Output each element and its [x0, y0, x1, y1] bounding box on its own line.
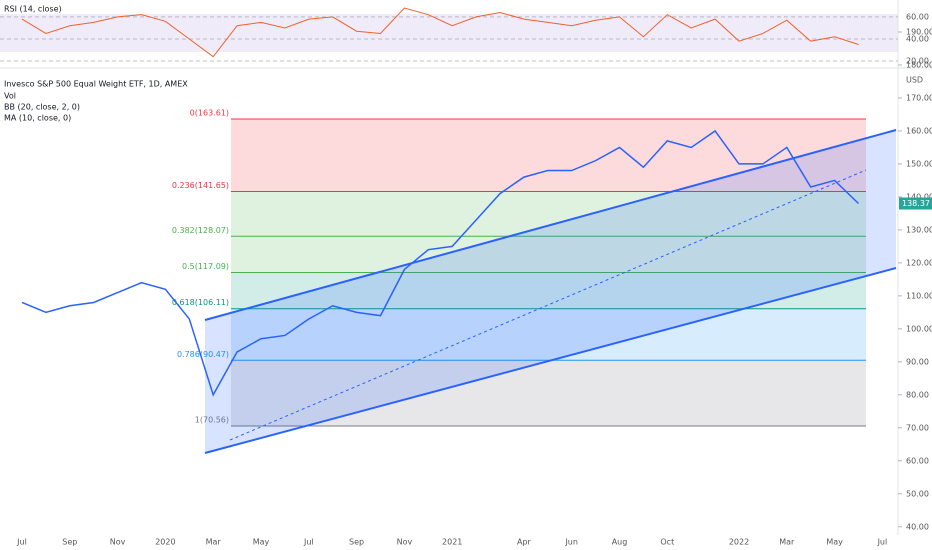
fib-label: 0.786(90.47) [177, 350, 229, 359]
channel-upper [204, 129, 897, 321]
x-tick-label: Aug [612, 538, 628, 547]
y-tick-label: 70.00 [906, 423, 929, 432]
rsi-tick-label: 20.00 [906, 57, 929, 66]
fib-label: 0.618(106.11) [172, 298, 229, 307]
x-tick-label: Mar [779, 538, 795, 547]
x-tick-label: Nov [110, 538, 126, 547]
x-tick-label: May [253, 538, 270, 547]
rsi-tick-label: 40.00 [906, 34, 929, 43]
fib-band [231, 236, 866, 273]
y-tick-label: 100.00 [906, 324, 932, 333]
y-tick-label: 140.00 [906, 192, 932, 201]
last-price-label: 138.37 [902, 199, 930, 208]
fib-band [231, 360, 866, 426]
fib-band [231, 272, 866, 309]
y-tick-label: 120.00 [906, 258, 932, 267]
price-line [21, 129, 860, 397]
fib-label: 0.236(141.65) [172, 181, 229, 190]
main-title: Invesco S&P 500 Equal Weight ETF, 1D, AM… [4, 80, 188, 89]
rsi-line [21, 7, 859, 58]
fib-label: 0.5(117.09) [182, 262, 229, 271]
x-tick-label: 2021 [442, 538, 462, 547]
channel-fill [205, 130, 896, 453]
fib-band [231, 119, 866, 192]
legend-bb: BB (20, close, 2, 0) [4, 103, 80, 112]
x-tick-label: Sep [349, 538, 364, 547]
unit-label: USD [906, 76, 923, 85]
rsi-title: RSI (14, close) [4, 5, 62, 14]
x-tick-label: Jul [16, 538, 27, 547]
y-tick-label: 130.00 [906, 225, 932, 234]
rsi-tick-label: 60.00 [906, 12, 929, 21]
y-tick-label: 160.00 [906, 126, 932, 135]
x-tick-label: Jul [877, 538, 888, 547]
y-tick-label: 50.00 [906, 489, 929, 498]
x-tick-label: 2020 [155, 538, 175, 547]
y-tick-label: 40.00 [906, 522, 929, 531]
rsi-band [0, 14, 898, 52]
y-tick-label: 180.00 [906, 60, 932, 69]
last-price-box [899, 197, 932, 210]
y-tick-label: 80.00 [906, 390, 929, 399]
x-tick-label: May [826, 538, 843, 547]
x-tick-label: Mar [206, 538, 222, 547]
y-tick-label: 90.00 [906, 357, 929, 366]
channel-mid [229, 169, 867, 441]
legend-ma: MA (10, close, 0) [4, 114, 71, 123]
y-tick-label: 60.00 [906, 456, 929, 465]
x-tick-label: 2022 [729, 538, 749, 547]
fib-band [231, 308, 866, 361]
y-tick-label: 170.00 [906, 93, 932, 102]
legend-vol: Vol [4, 92, 16, 101]
fib-band [231, 191, 866, 237]
x-tick-label: Oct [660, 538, 674, 547]
x-tick-label: Nov [397, 538, 413, 547]
x-tick-label: Jul [303, 538, 314, 547]
fib-label: 0.382(128.07) [172, 226, 229, 235]
x-tick-label: Sep [62, 538, 77, 547]
fib-label: 1(70.56) [195, 415, 229, 424]
y-tick-label: 150.00 [906, 159, 932, 168]
fib-label: 0(163.61) [190, 109, 229, 118]
x-tick-label: Apr [517, 538, 532, 547]
x-tick-label: Jun [564, 538, 578, 547]
channel-lower [204, 267, 897, 454]
y-tick-label: 190.00 [906, 27, 932, 36]
y-tick-label: 110.00 [906, 291, 932, 300]
